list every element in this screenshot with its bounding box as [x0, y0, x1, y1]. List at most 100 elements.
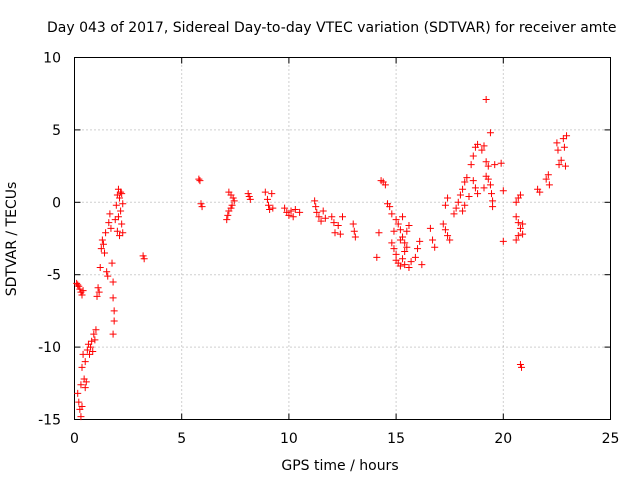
- data-point: [553, 139, 561, 147]
- data-point: [117, 207, 125, 215]
- data-point: [103, 268, 111, 276]
- data-point: [351, 233, 359, 241]
- data-point: [401, 261, 409, 269]
- data-point: [315, 213, 323, 221]
- data-point: [463, 174, 471, 182]
- data-point: [411, 253, 419, 261]
- data-point: [101, 249, 109, 257]
- data-point: [394, 220, 402, 228]
- data-point: [265, 201, 273, 209]
- data-point: [269, 204, 277, 212]
- data-point: [81, 358, 89, 366]
- data-point: [396, 236, 404, 244]
- data-point: [93, 292, 101, 300]
- data-point: [414, 245, 422, 253]
- data-point: [482, 95, 490, 103]
- data-point: [416, 237, 424, 245]
- axis-ticks: [74, 57, 611, 420]
- data-point: [108, 259, 116, 267]
- data-point: [81, 384, 89, 392]
- data-point: [407, 258, 415, 266]
- data-point: [461, 178, 469, 186]
- data-point: [405, 221, 413, 229]
- data-point: [328, 213, 336, 221]
- data-point: [228, 201, 236, 209]
- data-point: [545, 181, 553, 189]
- data-point: [336, 230, 344, 238]
- data-point: [480, 184, 488, 192]
- x-tick-label: 10: [280, 431, 298, 447]
- data-point: [109, 330, 117, 338]
- data-point: [285, 211, 293, 219]
- data-point: [112, 201, 120, 209]
- data-point: [245, 193, 253, 201]
- data-point: [319, 207, 327, 215]
- data-point: [484, 162, 492, 170]
- data-point: [77, 413, 85, 421]
- data-point: [519, 220, 527, 228]
- data-point: [78, 291, 86, 299]
- data-point: [554, 146, 562, 154]
- data-point: [116, 232, 124, 240]
- data-point: [97, 245, 105, 253]
- y-axis-title: SDTVAR / TECUs: [4, 182, 20, 297]
- y-tick-label: 10: [43, 51, 61, 67]
- data-point: [561, 162, 569, 170]
- data-point: [334, 221, 342, 229]
- x-tick-label: 5: [177, 431, 186, 447]
- data-point: [287, 207, 295, 215]
- data-point: [441, 201, 449, 209]
- data-point: [512, 213, 520, 221]
- data-point: [106, 210, 114, 218]
- data-point: [388, 210, 396, 218]
- data-point: [82, 378, 90, 386]
- data-point: [118, 220, 126, 228]
- data-point: [90, 330, 98, 338]
- data-point: [99, 240, 107, 248]
- data-point: [195, 175, 203, 183]
- data-point: [78, 363, 86, 371]
- data-point: [499, 237, 507, 245]
- data-point: [266, 206, 274, 214]
- data-point: [516, 191, 524, 199]
- data-point: [401, 248, 409, 256]
- data-point: [489, 203, 497, 211]
- data-point: [117, 188, 125, 196]
- data-point: [519, 230, 527, 238]
- data-point: [96, 263, 104, 271]
- data-point: [441, 226, 449, 234]
- data-point: [390, 227, 398, 235]
- data-point: [119, 200, 127, 208]
- data-point: [403, 227, 411, 235]
- data-point: [461, 201, 469, 209]
- data-point: [471, 184, 479, 192]
- data-point: [95, 288, 103, 296]
- y-tick-label: -15: [38, 413, 61, 429]
- data-point: [388, 239, 396, 247]
- data-point: [313, 208, 321, 216]
- y-tick-label: -10: [38, 340, 61, 356]
- data-point: [478, 146, 486, 154]
- data-point: [399, 213, 407, 221]
- data-point: [111, 216, 119, 224]
- data-point: [330, 219, 338, 227]
- data-point: [87, 343, 95, 351]
- data-point: [74, 281, 82, 289]
- data-point: [289, 213, 297, 221]
- data-point: [91, 336, 99, 344]
- data-point: [373, 253, 381, 261]
- data-point: [559, 135, 567, 143]
- data-point: [429, 236, 437, 244]
- data-point: [196, 177, 204, 185]
- data-point: [350, 227, 358, 235]
- data-point: [89, 347, 97, 355]
- data-point: [244, 190, 252, 198]
- data-point: [467, 161, 475, 169]
- data-point: [107, 224, 115, 232]
- data-point: [116, 194, 124, 202]
- data-point: [224, 211, 232, 219]
- data-point: [140, 255, 148, 263]
- data-point: [227, 204, 235, 212]
- data-point: [75, 282, 83, 290]
